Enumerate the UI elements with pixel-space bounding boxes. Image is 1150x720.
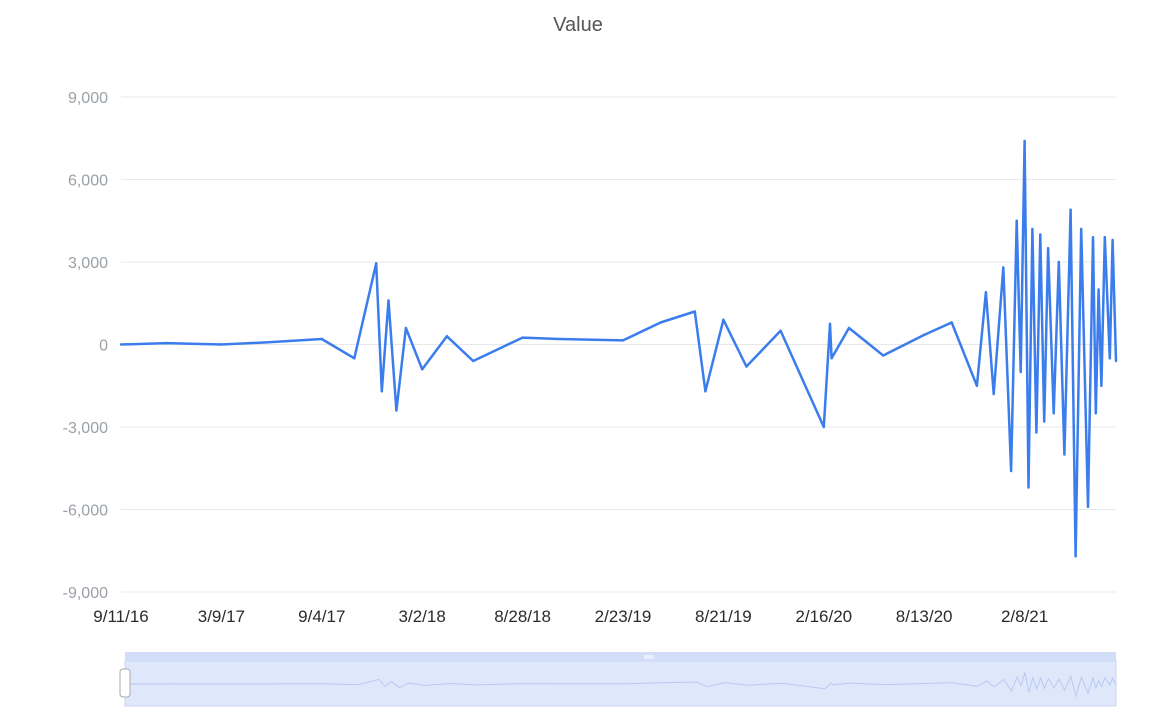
- data-point: [882, 354, 885, 357]
- data-point: [267, 341, 270, 344]
- data-point: [1023, 139, 1026, 143]
- data-point: [1027, 486, 1030, 489]
- series: [119, 139, 1118, 558]
- data-point: [1103, 236, 1106, 239]
- data-point: [220, 343, 223, 346]
- data-point: [828, 322, 832, 326]
- data-point: [1094, 412, 1098, 415]
- x-tick-label: 8/28/18: [494, 607, 551, 626]
- data-point: [1100, 384, 1103, 387]
- data-point: [521, 336, 524, 339]
- data-point: [1031, 227, 1034, 231]
- y-tick-label: 9,000: [68, 90, 108, 107]
- data-point: [420, 368, 424, 371]
- y-tick-label: 0: [99, 338, 108, 355]
- data-point: [119, 343, 123, 346]
- data-point: [847, 326, 851, 330]
- data-point: [1043, 420, 1046, 423]
- data-point: [830, 357, 833, 360]
- chart-title: Value: [553, 14, 603, 36]
- data-point: [1063, 453, 1066, 456]
- data-point: [353, 357, 356, 360]
- zoom-preview-line: [124, 672, 1117, 698]
- data-point: [1057, 260, 1060, 264]
- x-tick-label: 2/16/20: [795, 607, 852, 626]
- data-point: [1108, 357, 1112, 360]
- x-tick-label: 8/21/19: [695, 607, 752, 626]
- data-point: [822, 425, 825, 429]
- data-point: [1052, 412, 1055, 415]
- data-point: [1035, 431, 1038, 434]
- data-point: [165, 341, 168, 345]
- data-point: [1002, 266, 1005, 269]
- data-point: [1015, 219, 1018, 222]
- data-point: [1086, 505, 1090, 508]
- grid: [121, 96, 1116, 593]
- x-tick-label: 2/23/19: [595, 607, 652, 626]
- data-point: [1097, 288, 1100, 291]
- x-tick-label: 8/13/20: [896, 607, 953, 626]
- data-point: [745, 365, 748, 368]
- data-point: [722, 318, 725, 321]
- data-point: [380, 390, 384, 393]
- data-point: [950, 321, 953, 324]
- data-point: [1074, 555, 1077, 558]
- y-axis: 9,000 6,000 3,000 0 -3,000 -6,000 -9,000: [63, 90, 108, 602]
- data-point: [704, 390, 707, 393]
- x-tick-label: 9/4/17: [298, 607, 345, 626]
- data-point: [1039, 233, 1042, 236]
- x-tick-label: 2/8/21: [1001, 607, 1048, 626]
- data-point: [445, 335, 449, 338]
- data-point: [320, 337, 323, 341]
- data-point: [375, 262, 378, 265]
- data-zoom-slider[interactable]: [119, 652, 1117, 707]
- data-point: [395, 409, 398, 412]
- x-tick-label: 3/9/17: [198, 607, 245, 626]
- data-point: [387, 299, 390, 302]
- data-point: [975, 384, 979, 387]
- data-point: [659, 321, 662, 324]
- data-point: [1069, 208, 1072, 211]
- data-point: [404, 326, 408, 330]
- y-tick-label: -6,000: [63, 503, 108, 520]
- zoom-left-handle[interactable]: [119, 668, 131, 698]
- zoom-top-bar[interactable]: [125, 652, 1116, 661]
- data-point: [922, 333, 926, 337]
- data-point: [1114, 359, 1118, 363]
- data-point: [1019, 370, 1022, 374]
- data-point: [472, 359, 475, 363]
- data-point: [1046, 247, 1050, 250]
- data-point: [1111, 238, 1114, 242]
- data-point: [1009, 469, 1013, 473]
- data-point: [557, 337, 561, 341]
- y-tick-label: -9,000: [63, 585, 108, 602]
- data-point: [621, 339, 625, 342]
- data-point: [1080, 227, 1083, 231]
- data-point: [984, 291, 988, 294]
- data-point: [992, 392, 995, 396]
- x-tick-label: 3/2/18: [399, 607, 446, 626]
- series-line: [120, 139, 1118, 558]
- y-tick-label: -3,000: [63, 420, 108, 437]
- x-axis: 9/11/16 3/9/17 9/4/17 3/2/18 8/28/18 2/23/19 8…: [93, 607, 1048, 626]
- data-point: [693, 310, 696, 313]
- data-point: [779, 329, 782, 332]
- y-tick-label: 6,000: [68, 173, 108, 190]
- data-point: [1091, 236, 1095, 239]
- x-tick-label: 9/11/16: [93, 607, 148, 626]
- zoom-grip-icon: [644, 655, 654, 659]
- y-tick-label: 3,000: [68, 255, 108, 272]
